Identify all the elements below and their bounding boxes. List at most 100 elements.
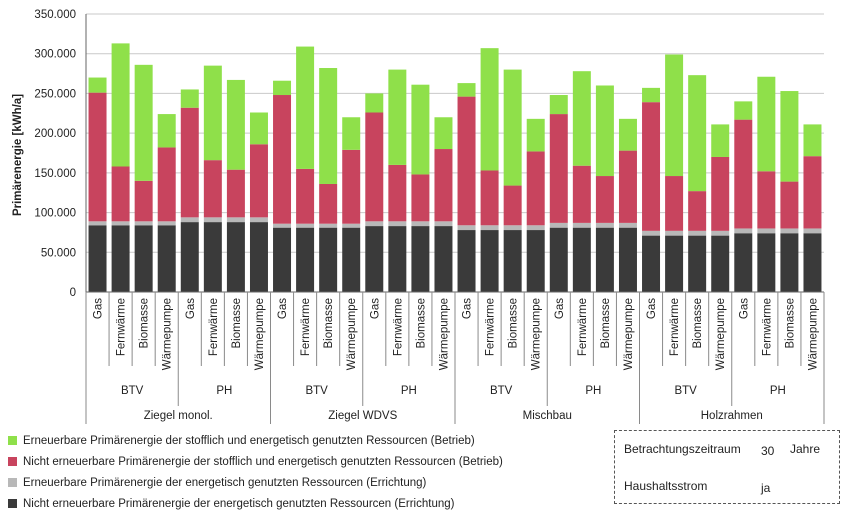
y-axis-label: Primärenergie [kWh/a] [12,94,24,216]
legend-swatch [8,436,17,445]
bar-segment [665,230,684,236]
bar-segment [595,227,614,292]
bar-segment [157,147,176,222]
bar-segment [549,222,568,228]
bar-segment [157,221,176,226]
bar-segment [249,112,268,145]
x-tick-label: Gas [277,298,289,319]
group-label: BTV [305,385,328,397]
bar-segment [757,76,776,172]
x-tick-label: Gas [462,298,474,319]
bar-segment [249,217,268,223]
construction-label: Holzrahmen [701,410,763,422]
axes [85,14,825,424]
bar-segment [711,230,730,236]
x-tick-label: Wärmepumpe [346,298,358,370]
bar-segment [665,235,684,292]
legend-swatch [8,478,17,487]
bar-segment [480,170,499,226]
bar-segment [572,227,591,292]
bar-segment [411,221,430,227]
x-tick-label: Wärmepumpe [254,298,266,370]
y-tick-label: 50.000 [41,247,76,259]
bar-segment [411,226,430,292]
bar-segment [480,225,499,231]
x-tick-label: Fernwärme [392,298,404,356]
bar-segment [157,114,176,148]
x-tick-label: Fernwärme [208,298,220,356]
bar-segment [157,225,176,292]
x-tick-label: Gas [646,298,658,319]
bar-segment [388,226,407,292]
bar-segment [111,225,130,292]
group-label: PH [401,385,417,397]
x-tick-label: Biomasse [692,298,704,349]
y-tick-label: 100.000 [34,208,76,220]
bar-segment [88,92,107,222]
y-tick-label: 150.000 [34,168,76,180]
bar-segment [273,95,292,224]
period-unit: Jahre [790,442,821,456]
bar-segment [457,230,476,292]
bar-segment [434,226,453,292]
parameter-box: Betrachtungszeitraum 30 Jahre Haushaltss… [614,430,840,504]
group-label: PH [216,385,232,397]
bar-segment [595,222,614,228]
bar-segment [757,233,776,292]
bar-segment [572,165,591,223]
bar-segment [780,228,799,234]
x-tick-label: Fernwärme [761,298,773,356]
group-label: BTV [121,385,144,397]
period-value: 30 [761,444,775,458]
bar-segment [572,222,591,228]
x-tick-label: Gas [738,298,750,319]
bar-segment [549,114,568,223]
bar-segment [365,221,384,227]
bar-segment [111,221,130,226]
bar-segment [88,221,107,226]
bar-segment [319,183,338,224]
group-label: BTV [490,385,513,397]
x-tick-label: Biomasse [415,298,427,349]
bar-segment [549,95,568,115]
bar-segment [296,227,315,292]
bar-segment [134,225,153,292]
y-tick-label: 300.000 [34,49,76,61]
x-tick-label: Biomasse [139,298,151,349]
x-tick-label: Wärmepumpe [531,298,543,370]
household-value: ja [761,481,771,495]
bar-segment [226,222,245,292]
bar-segment [595,85,614,177]
bar-segment [711,156,730,231]
bar-segment [88,77,107,93]
bar-segment [665,176,684,231]
x-tick-label: Gas [93,298,105,319]
bar-segment [411,84,430,175]
bar-segment [780,181,799,229]
bar-segment [134,180,153,222]
bar-segment [480,230,499,292]
x-tick-label: Fernwärme [577,298,589,356]
bar-segment [203,65,222,161]
bar-segment [757,171,776,229]
construction-label: Ziegel monol. [144,410,213,422]
household-label: Haushaltsstrom [624,479,708,493]
bar-segment [203,160,222,218]
bar-segment [226,169,245,218]
legend-label: Nicht erneuerbare Primärenergie der stof… [23,455,503,468]
bar-segment [642,87,661,103]
bar-segment [365,93,384,113]
legend: Erneuerbare Primärenergie der stofflich … [8,430,568,514]
legend-item-nonrenewable-construction: Nicht erneuerbare Primärenergie der ener… [8,493,568,514]
y-tick-label: 350.000 [34,9,76,21]
bar-segment [388,164,407,222]
bar-segment [688,75,707,192]
x-tick-label: Biomasse [508,298,520,349]
x-tick-label: Biomasse [784,298,796,349]
bar-segment [803,156,822,229]
bar-segment [757,228,776,234]
legend-swatch [8,499,17,508]
bar-segment [434,149,453,222]
bar-segment [549,227,568,292]
legend-label: Erneuerbare Primärenergie der energetisc… [23,476,427,489]
